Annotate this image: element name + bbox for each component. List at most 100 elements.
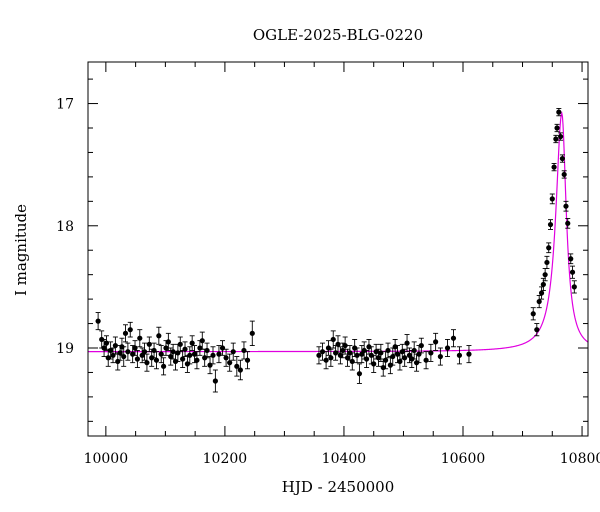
- point-marker: [130, 351, 136, 357]
- data-point: [141, 342, 148, 361]
- point-marker: [402, 355, 408, 361]
- point-marker: [125, 349, 131, 355]
- point-marker: [175, 350, 181, 356]
- data-point: [227, 353, 233, 372]
- point-marker: [397, 358, 403, 365]
- data-point: [95, 312, 101, 331]
- data-point: [373, 343, 379, 360]
- data-point: [558, 132, 564, 141]
- point-marker: [328, 355, 334, 361]
- point-marker: [249, 330, 255, 336]
- data-point: [554, 123, 560, 133]
- point-marker: [340, 347, 346, 354]
- point-marker: [373, 349, 379, 355]
- point-marker: [335, 341, 341, 347]
- data-point: [175, 343, 181, 362]
- data-point: [197, 340, 203, 356]
- point-marker: [177, 341, 183, 347]
- point-marker: [153, 357, 160, 363]
- point-marker: [456, 352, 463, 358]
- point-marker: [207, 362, 213, 368]
- data-point: [241, 341, 247, 360]
- point-marker: [404, 340, 410, 346]
- data-point: [411, 341, 417, 360]
- point-marker: [375, 355, 382, 361]
- data-point: [204, 342, 210, 359]
- point-marker: [158, 351, 164, 357]
- point-marker: [151, 347, 157, 354]
- point-marker: [101, 345, 107, 351]
- point-marker: [132, 345, 138, 351]
- point-marker: [466, 351, 472, 357]
- point-marker: [450, 335, 457, 341]
- point-marker: [191, 351, 198, 357]
- data-point: [153, 351, 160, 370]
- data-point: [444, 338, 451, 358]
- data-point: [565, 217, 571, 229]
- point-marker: [411, 347, 417, 354]
- data-point: [563, 200, 569, 212]
- point-marker: [156, 333, 162, 339]
- x-tick-label: 10400: [322, 451, 367, 467]
- x-tick-label: 10200: [203, 451, 248, 467]
- x-tick-label: 10600: [441, 451, 486, 467]
- point-marker: [241, 347, 247, 354]
- point-marker: [399, 349, 405, 355]
- data-point: [456, 346, 463, 365]
- data-point: [356, 363, 363, 384]
- point-marker: [554, 125, 560, 131]
- point-marker: [110, 352, 116, 358]
- point-marker: [416, 351, 422, 357]
- point-marker: [571, 284, 577, 290]
- point-marker: [342, 342, 348, 349]
- point-marker: [316, 352, 322, 358]
- data-point: [536, 294, 542, 309]
- data-point: [390, 347, 396, 366]
- point-marker: [117, 350, 123, 356]
- point-marker: [538, 290, 545, 296]
- point-marker: [180, 356, 186, 362]
- data-point: [371, 354, 377, 373]
- point-marker: [319, 349, 326, 355]
- data-point: [316, 346, 322, 365]
- point-marker: [134, 356, 141, 362]
- data-point: [549, 193, 555, 205]
- data-points: [95, 107, 577, 393]
- data-point: [547, 219, 554, 230]
- point-marker: [216, 351, 222, 357]
- point-marker: [108, 347, 114, 354]
- point-marker: [569, 269, 576, 275]
- point-marker: [423, 357, 429, 363]
- point-marker: [546, 245, 552, 251]
- point-marker: [127, 327, 133, 333]
- point-marker: [170, 349, 176, 355]
- data-point: [323, 351, 329, 370]
- y-tick-label: 17: [56, 97, 74, 113]
- point-marker: [534, 327, 540, 333]
- data-point: [237, 359, 243, 381]
- data-point: [428, 343, 434, 362]
- data-point: [416, 345, 422, 364]
- point-marker: [163, 345, 169, 351]
- point-marker: [105, 355, 111, 361]
- x-axis-label: HJD - 2450000: [282, 478, 395, 496]
- data-point: [399, 343, 405, 360]
- data-point: [383, 351, 389, 370]
- point-marker: [544, 259, 550, 266]
- data-point: [249, 320, 255, 347]
- point-marker: [141, 349, 148, 355]
- point-marker: [204, 347, 210, 354]
- data-point: [571, 280, 577, 294]
- data-point: [335, 335, 341, 354]
- point-marker: [168, 353, 174, 360]
- data-point: [189, 335, 195, 351]
- point-marker: [115, 358, 121, 365]
- point-marker: [219, 345, 226, 351]
- point-marker: [547, 221, 554, 228]
- data-point: [122, 324, 129, 343]
- point-marker: [182, 346, 188, 352]
- point-marker: [356, 371, 363, 377]
- data-point: [127, 321, 133, 338]
- point-marker: [223, 355, 229, 361]
